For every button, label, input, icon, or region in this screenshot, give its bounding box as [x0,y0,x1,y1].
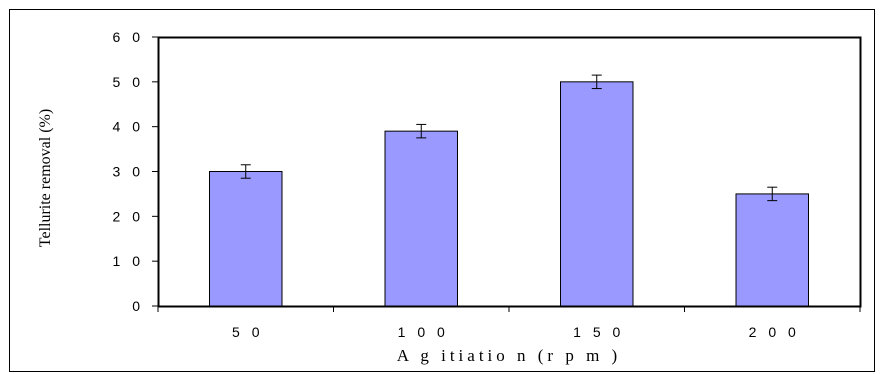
y-tick-label: 4 0 [113,119,144,135]
bar [384,130,458,307]
x-axis: 5 0 1 0 0 1 5 0 2 0 0 [157,306,861,340]
error-bars [240,74,778,202]
y-axis-title: Tellurite removal (%) [37,109,54,247]
x-axis-title: A g itiatio n (r p m ) [397,346,621,365]
y-tick-label: 0 [132,298,144,314]
y-axis: 0 1 0 2 0 3 0 4 0 5 0 6 0 [113,29,158,314]
y-tick-label: 1 0 [113,253,144,269]
bar [735,193,809,307]
bar [560,81,634,307]
x-tick-label: 1 5 0 [573,324,624,340]
y-tick-label: 3 0 [113,164,144,180]
y-tick-label: 2 0 [113,208,144,224]
bars [209,81,809,307]
x-tick-label: 5 0 [232,324,263,340]
y-tick-label: 6 0 [113,29,144,45]
bar [209,171,283,307]
y-tick-label: 5 0 [113,74,144,90]
x-tick-label: 2 0 0 [749,324,800,340]
x-tick-label: 1 0 0 [398,324,449,340]
